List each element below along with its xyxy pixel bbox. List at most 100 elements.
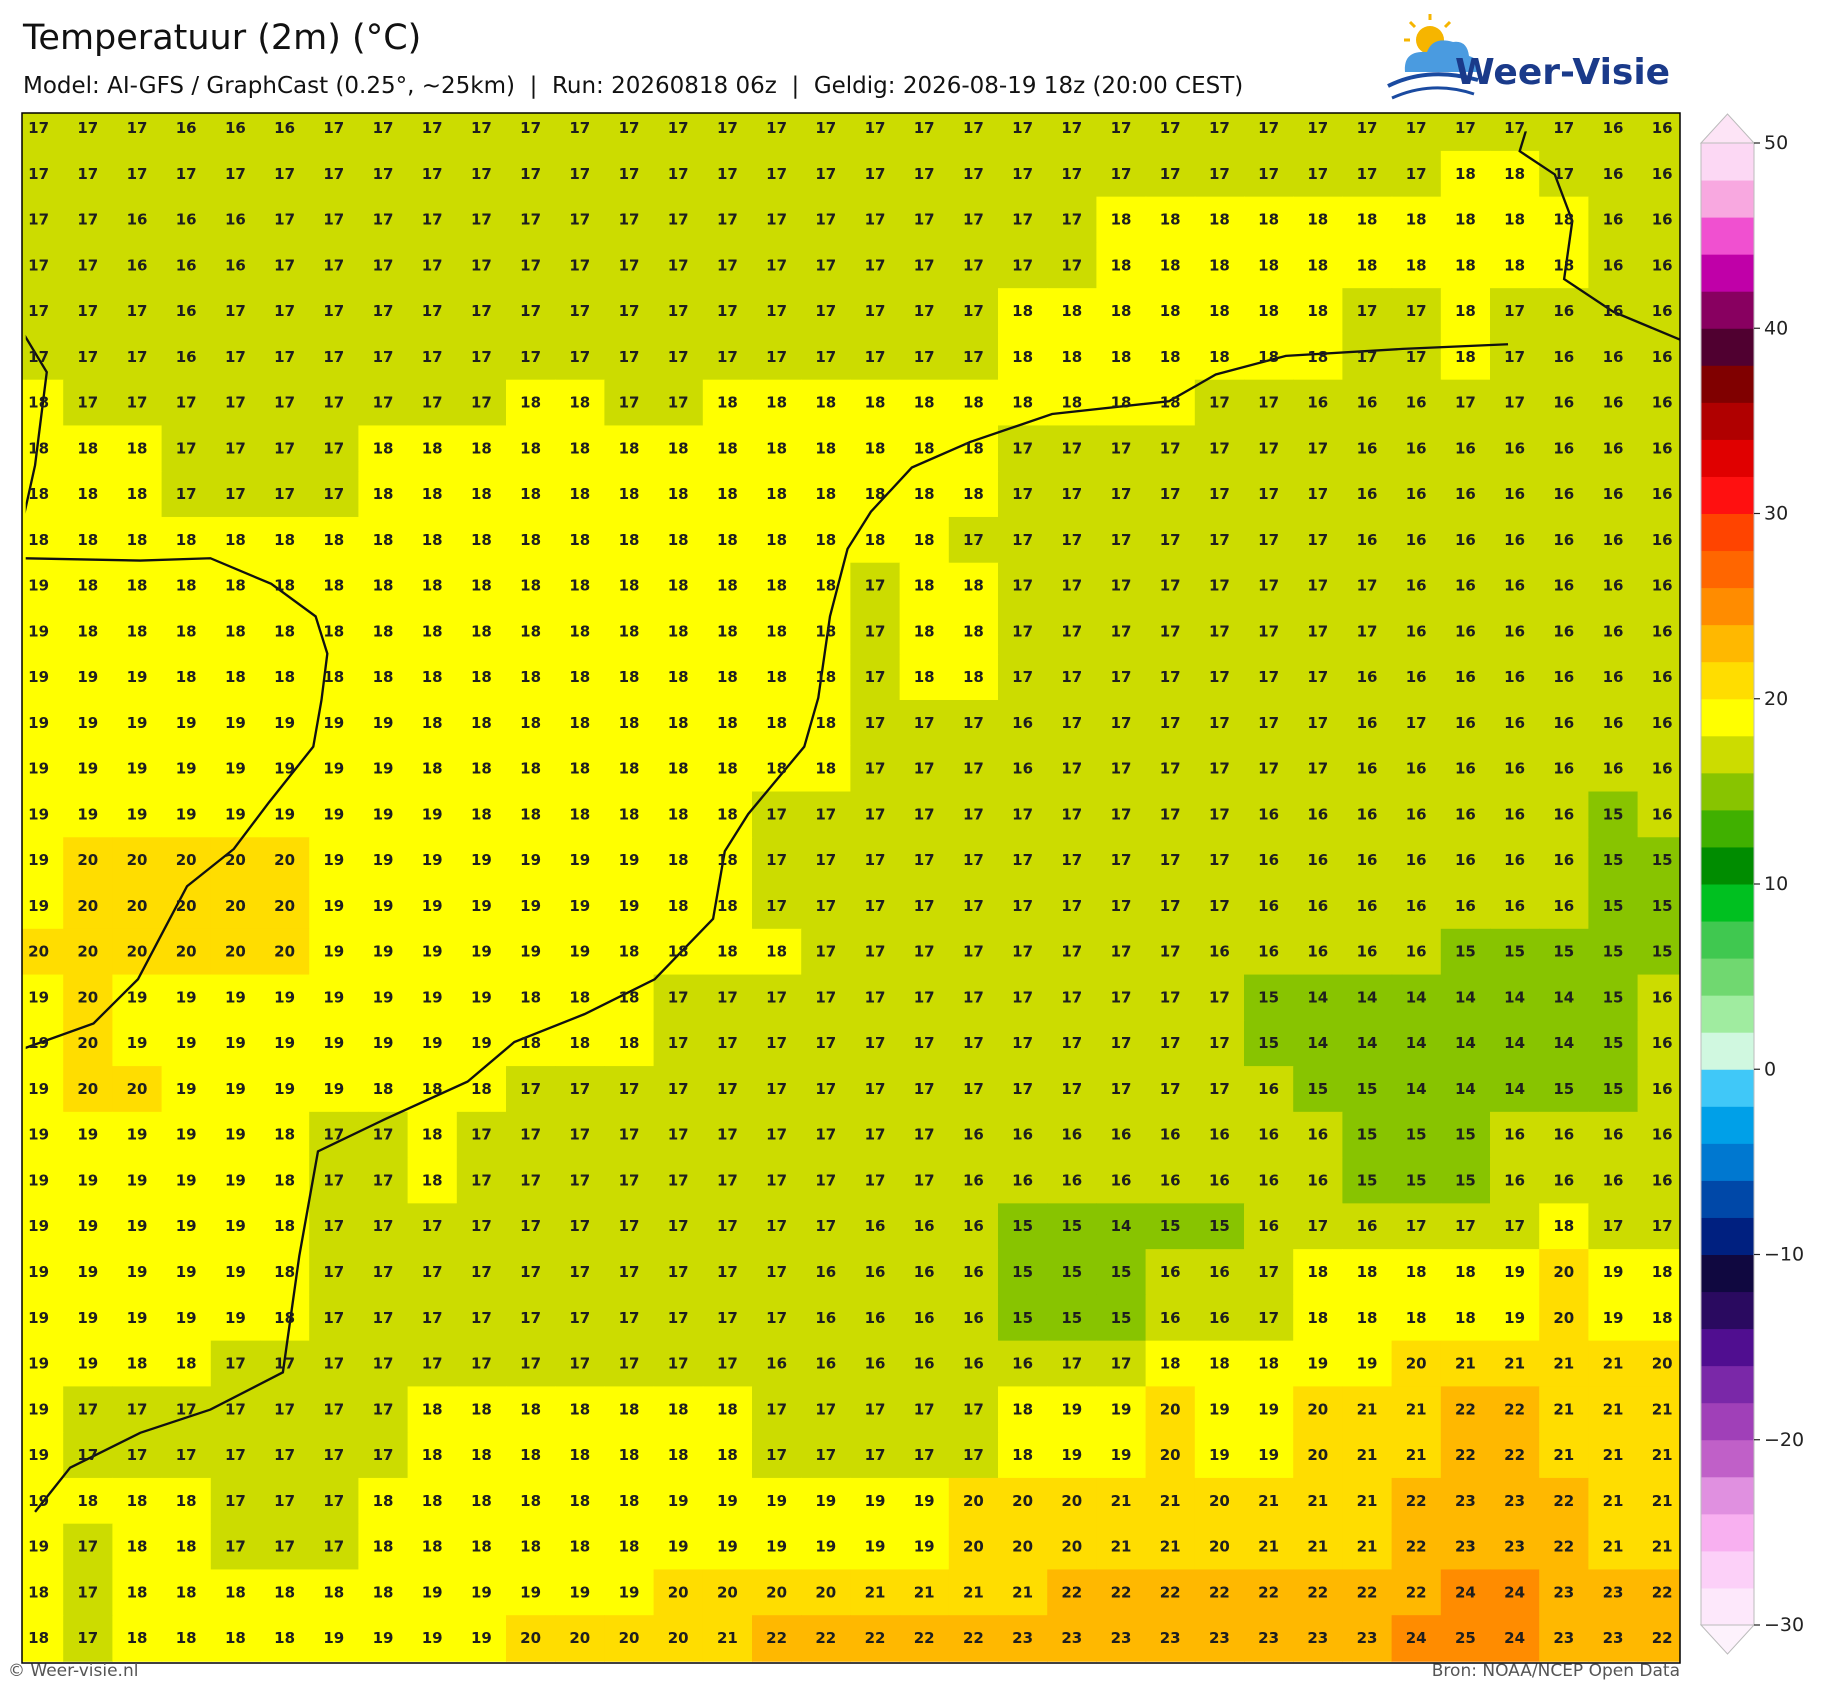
field-cell (112, 379, 163, 427)
value-label: 18 (274, 1171, 295, 1189)
value-label: 19 (176, 1126, 197, 1144)
field-cell (1637, 1294, 1680, 1342)
field-cell (112, 1249, 163, 1296)
field-cell (948, 654, 999, 701)
field-cell (1194, 425, 1245, 472)
value-label: 17 (274, 439, 295, 457)
field-cell (1391, 1294, 1442, 1342)
field-cell (1145, 288, 1196, 335)
value-label: 16 (1012, 714, 1033, 732)
field-cell (358, 113, 409, 152)
field-cell (948, 1249, 999, 1296)
field-cell (1490, 333, 1540, 381)
value-label: 18 (569, 485, 590, 503)
field-cell (1440, 1569, 1491, 1616)
value-label: 19 (1504, 1309, 1525, 1327)
field-cell (899, 654, 950, 701)
field-cell (1637, 1615, 1680, 1662)
field-cell (210, 1432, 261, 1479)
field-cell (850, 1477, 901, 1525)
field-cell (555, 425, 605, 472)
field-cell (1391, 1020, 1442, 1067)
value-label: 17 (1258, 394, 1279, 412)
field-cell (506, 1111, 556, 1159)
value-label: 16 (865, 1217, 886, 1235)
value-label: 17 (77, 165, 98, 183)
value-label: 17 (422, 256, 443, 274)
value-label: 17 (963, 348, 984, 366)
value-label: 15 (1012, 1309, 1033, 1327)
field-cell (210, 1066, 261, 1113)
value-label: 17 (1111, 119, 1132, 137)
field-cell (506, 1157, 556, 1205)
field-cell (1342, 150, 1393, 198)
value-label: 21 (1504, 1355, 1525, 1373)
value-label: 16 (1357, 851, 1378, 869)
field-cell (1588, 700, 1639, 747)
field-cell (358, 471, 409, 518)
field-cell (899, 516, 950, 564)
value-label: 17 (471, 1355, 492, 1373)
field-cell (1539, 1340, 1589, 1388)
value-label: 16 (1652, 531, 1673, 549)
field-cell (358, 288, 409, 335)
value-label: 23 (1553, 1629, 1574, 1647)
field-cell (112, 150, 163, 198)
field-cell (1145, 1615, 1196, 1662)
field-cell (1440, 242, 1491, 289)
value-label: 17 (865, 851, 886, 869)
value-label: 22 (1258, 1583, 1279, 1601)
value-label: 16 (1258, 1126, 1279, 1144)
field-cell (309, 516, 359, 564)
field-cell (1194, 883, 1245, 930)
field-cell (1244, 608, 1294, 656)
value-label: 17 (1357, 302, 1378, 320)
value-label: 24 (1504, 1583, 1525, 1601)
value-label: 18 (77, 439, 98, 457)
field-cell (1293, 745, 1343, 793)
field-cell (112, 928, 163, 976)
field-cell (604, 425, 655, 472)
field-cell (899, 333, 950, 381)
value-label: 17 (1111, 622, 1132, 640)
field-cell (506, 333, 556, 381)
field-cell (1490, 1569, 1540, 1616)
field-cell (1293, 1020, 1343, 1067)
value-label: 21 (1603, 1538, 1624, 1556)
field-cell (161, 196, 212, 244)
field-cell (1145, 471, 1196, 518)
field-cell (1391, 928, 1442, 976)
field-cell (948, 1615, 999, 1662)
value-label: 20 (225, 897, 246, 915)
value-label: 16 (914, 1309, 935, 1327)
value-label: 16 (1553, 577, 1574, 595)
value-label: 19 (323, 1034, 344, 1052)
value-label: 17 (1307, 1217, 1328, 1235)
field-cell (22, 1432, 64, 1479)
field-cell (260, 1569, 310, 1616)
value-label: 18 (127, 531, 148, 549)
value-label: 18 (766, 714, 787, 732)
colorbar-segment (1701, 1254, 1754, 1293)
value-label: 17 (766, 1263, 787, 1281)
value-label: 22 (1652, 1583, 1673, 1601)
field-cell (555, 1340, 605, 1388)
field-cell (1342, 928, 1393, 976)
value-label: 17 (815, 897, 836, 915)
field-cell (1047, 1615, 1097, 1662)
field-cell (653, 654, 704, 701)
field-cell (1342, 471, 1393, 518)
field-cell (112, 425, 163, 472)
field-cell (1391, 1157, 1442, 1205)
field-cell (161, 150, 212, 198)
field-cell (801, 288, 851, 335)
field-cell (112, 471, 163, 518)
field-cell (702, 608, 753, 656)
field-cell (1588, 837, 1639, 884)
value-label: 18 (176, 1355, 197, 1373)
value-label: 15 (1603, 943, 1624, 961)
value-label: 17 (865, 256, 886, 274)
value-label: 18 (422, 1400, 443, 1418)
field-cell (1047, 196, 1097, 244)
field-cell (850, 837, 901, 884)
